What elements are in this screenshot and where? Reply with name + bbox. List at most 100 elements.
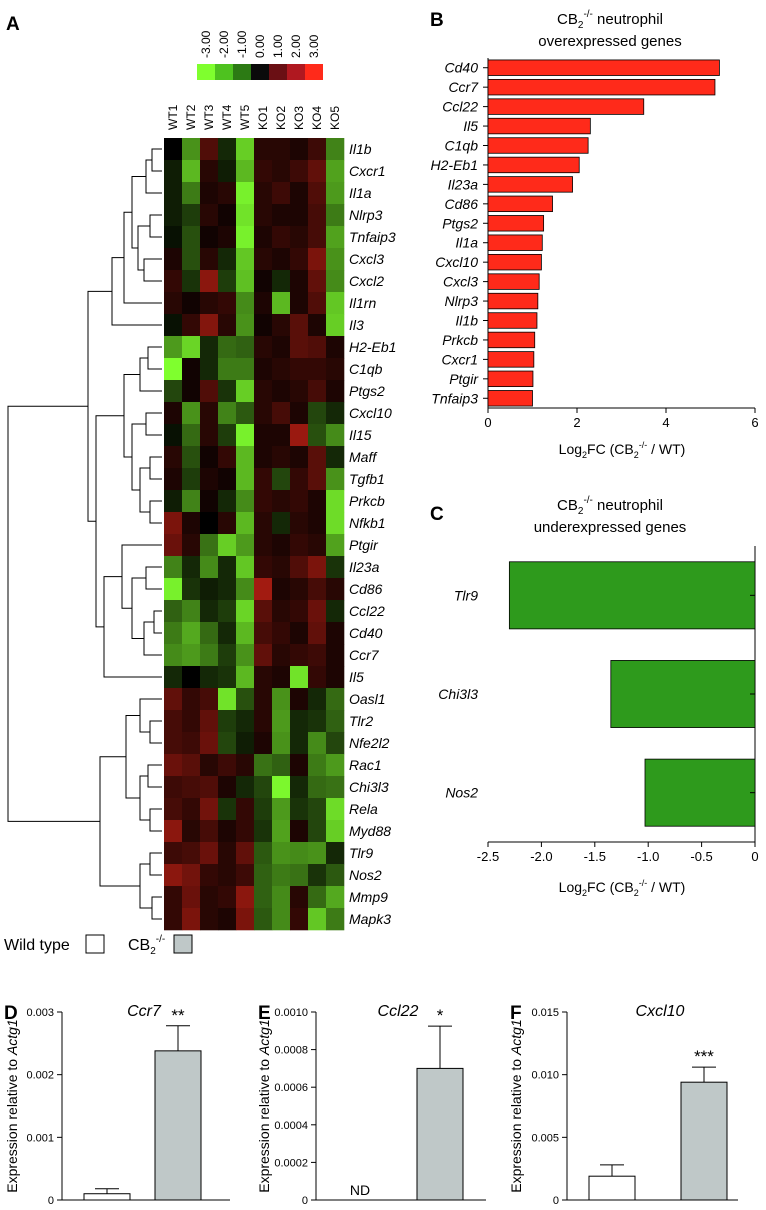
bar <box>487 370 534 388</box>
dendrogram-branch <box>131 423 146 491</box>
heatmap-cell <box>218 842 237 865</box>
heatmap-row-label: Cd86 <box>349 581 383 597</box>
category-label: Il23a <box>448 176 479 192</box>
heatmap-cell <box>308 336 327 359</box>
heatmap-cell <box>254 732 273 755</box>
heatmap-cell <box>308 864 327 887</box>
heatmap-cell <box>326 160 345 183</box>
dendrogram-branch <box>151 896 162 920</box>
chart-c-title: CB2-/- neutrophil <box>557 495 663 517</box>
heatmap-cell <box>164 688 183 711</box>
chart-b-title: CB2-/- neutrophil <box>557 9 663 31</box>
heatmap-cell <box>272 776 291 799</box>
heatmap-cell <box>218 248 237 271</box>
heatmap-cell <box>308 138 327 161</box>
heatmap-cell <box>182 226 201 249</box>
heatmap-cell <box>272 490 291 513</box>
heatmap-cell <box>218 468 237 491</box>
heatmap-cell <box>164 886 183 909</box>
heatmap-cell <box>254 908 273 931</box>
color-scale-swatch <box>197 64 215 80</box>
heatmap-row-label: Rac1 <box>349 757 382 773</box>
panel-label-d: D <box>4 1003 18 1024</box>
heatmap-cell <box>200 578 219 601</box>
x-tick-label: -1.0 <box>637 849 659 864</box>
heatmap-cell <box>254 270 273 293</box>
heatmap-cell <box>236 908 255 931</box>
x-tick-label: -2.5 <box>477 849 499 864</box>
y-tick-label: 0.0006 <box>274 1082 308 1094</box>
heatmap-cell <box>308 710 327 733</box>
panel-label-e: E <box>258 1003 271 1024</box>
y-tick-label: 0.015 <box>531 1007 559 1019</box>
chart-c-plot: -2.5 -2.0 -1.5 -1.0 -0.5 0 Tlr9 Chi3l3 Nos2 <box>438 546 759 864</box>
heatmap-cell <box>182 600 201 623</box>
heatmap-cell <box>308 556 327 579</box>
heatmap-cell <box>236 358 255 381</box>
heatmap-cell <box>236 842 255 865</box>
heatmap-color-scale: -3.00 -2.00 -1.00 0.00 1.00 2.00 3.00 <box>197 30 323 80</box>
dendrogram-branch <box>139 357 162 392</box>
panel-label-b: B <box>430 10 444 31</box>
heatmap-cell <box>254 248 273 271</box>
heatmap-cell <box>218 160 237 183</box>
heatmap-row-label: Tgfb1 <box>349 471 385 487</box>
heatmap-cell <box>236 688 255 711</box>
heatmap-cell <box>200 644 219 667</box>
heatmap-cell <box>164 138 183 161</box>
heatmap-cell <box>236 820 255 843</box>
heatmap-cell <box>236 182 255 205</box>
heatmap-cell <box>236 578 255 601</box>
heatmap-cell <box>200 204 219 227</box>
heatmap-cell <box>290 776 309 799</box>
heatmap-cell <box>164 556 183 579</box>
heatmap-row-label: Nfkb1 <box>349 515 386 531</box>
category-label: H2-Eb1 <box>431 157 478 173</box>
heatmap-column-label: KO1 <box>256 106 270 130</box>
heatmap-cell <box>218 644 237 667</box>
chart-title: Ccr7 <box>127 1003 162 1020</box>
heatmap-cell <box>236 424 255 447</box>
heatmap-cell <box>164 358 183 381</box>
heatmap-cell <box>326 886 345 909</box>
heatmap-cell <box>182 336 201 359</box>
heatmap-cell <box>272 204 291 227</box>
heatmap-cell <box>200 710 219 733</box>
heatmap-cell <box>326 446 345 469</box>
heatmap-cell <box>218 270 237 293</box>
heatmap-cell <box>200 270 219 293</box>
heatmap-cell <box>236 776 255 799</box>
heatmap-cell <box>290 864 309 887</box>
heatmap-cell <box>236 160 255 183</box>
heatmap-cell <box>164 578 183 601</box>
heatmap-cell <box>236 798 255 821</box>
heatmap-dendrogram <box>7 148 162 920</box>
heatmap-cell <box>308 534 327 557</box>
color-scale-swatch <box>269 64 287 80</box>
heatmap-cell <box>218 820 237 843</box>
chart-c-title-line2: underexpressed genes <box>534 519 687 536</box>
heatmap-cell <box>182 138 201 161</box>
category-label: Tlr9 <box>454 587 478 603</box>
heatmap-cell <box>254 754 273 777</box>
heatmap-cell <box>272 578 291 601</box>
heatmap-cell <box>272 512 291 535</box>
heatmap-cell <box>182 314 201 337</box>
heatmap-cell <box>164 732 183 755</box>
heatmap-cell <box>182 490 201 513</box>
heatmap-cell <box>272 248 291 271</box>
heatmap-cell <box>182 534 201 557</box>
dendrogram-branch <box>139 467 150 513</box>
heatmap-cell <box>164 424 183 447</box>
heatmap-cell <box>164 600 183 623</box>
heatmap-cell <box>308 270 327 293</box>
heatmap-cell <box>272 380 291 403</box>
heatmap-cell <box>308 688 327 711</box>
heatmap-cell <box>182 754 201 777</box>
heatmap-row-label: Chi3l3 <box>349 779 389 795</box>
color-scale-swatch <box>233 64 251 80</box>
heatmap-cell <box>218 292 237 315</box>
heatmap-cell <box>218 380 237 403</box>
bar <box>487 331 536 349</box>
